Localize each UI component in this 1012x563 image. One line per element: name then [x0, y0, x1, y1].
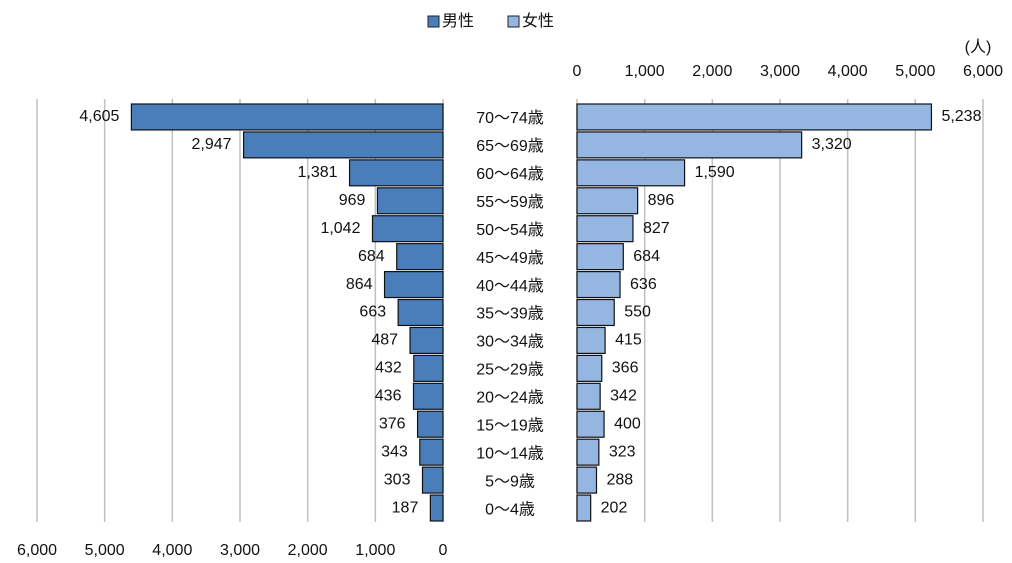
bar [576, 159, 686, 187]
bar [130, 103, 444, 131]
bar [576, 298, 615, 327]
bar [242, 131, 444, 159]
x-tick-label: 5,000 [85, 542, 125, 559]
category-label: 30〜34歳 [476, 333, 544, 351]
data-label: 3,320 [812, 136, 852, 153]
bar [576, 466, 598, 494]
x-tick-label: 2,000 [288, 542, 328, 559]
bar [576, 438, 600, 466]
x-tick-label: 0 [573, 63, 582, 80]
data-label: 487 [371, 332, 398, 349]
data-label: 415 [615, 332, 642, 349]
category-label: 45〜49歳 [476, 249, 544, 267]
data-label: 202 [601, 499, 628, 516]
category-label: 0〜4歳 [485, 500, 535, 518]
legend-label: 男性 [442, 12, 474, 30]
x-tick-label: 1,000 [355, 542, 395, 559]
bar [576, 131, 803, 159]
x-tick-label: 6,000 [963, 63, 1003, 80]
x-tick-label: 4,000 [828, 63, 868, 80]
category-label: 15〜19歳 [476, 416, 544, 434]
bar [576, 187, 639, 215]
data-label: 1,590 [695, 164, 735, 181]
category-label: 65〜69歳 [476, 137, 544, 155]
category-label: 20〜24歳 [476, 389, 544, 407]
bar [419, 438, 444, 466]
bar [576, 494, 592, 522]
bar [348, 159, 444, 187]
bar [416, 410, 444, 438]
bar [576, 382, 601, 410]
data-label: 2,947 [192, 136, 232, 153]
data-label: 436 [375, 388, 402, 405]
data-label: 303 [384, 471, 411, 488]
bar [383, 271, 444, 299]
bar [413, 354, 444, 382]
data-label: 288 [606, 471, 633, 488]
bar [576, 215, 634, 243]
x-tick-label: 4,000 [152, 542, 192, 559]
category-label: 70〜74歳 [476, 109, 544, 127]
bar [397, 298, 444, 327]
data-label: 400 [614, 415, 641, 432]
data-label: 5,238 [941, 108, 981, 125]
x-tick-label: 1,000 [625, 63, 665, 80]
data-label: 323 [609, 443, 636, 460]
bar [429, 494, 444, 522]
x-tick-label: 0 [439, 542, 448, 559]
x-tick-label: 3,000 [220, 542, 260, 559]
category-label: 40〜44歳 [476, 277, 544, 295]
category-label: 35〜39歳 [476, 305, 544, 323]
data-label: 827 [643, 220, 670, 237]
bar [576, 271, 621, 299]
bar [371, 215, 444, 243]
data-label: 366 [612, 360, 639, 377]
category-label: 25〜29歳 [476, 361, 544, 379]
bar [576, 243, 624, 271]
legend-label: 女性 [522, 11, 554, 30]
x-tick-label: 3,000 [760, 63, 800, 80]
x-tick-label: 5,000 [895, 63, 935, 80]
legend-swatch [427, 15, 440, 28]
data-label: 343 [381, 443, 408, 460]
x-tick-label: 6,000 [17, 542, 57, 559]
data-label: 864 [346, 276, 373, 293]
bar [576, 326, 606, 355]
category-label: 50〜54歳 [476, 221, 544, 239]
legend-swatch [507, 15, 520, 28]
bar [576, 103, 933, 131]
data-label: 663 [359, 304, 386, 321]
category-label: 10〜14歳 [476, 444, 544, 462]
data-label: 187 [392, 499, 419, 516]
bar [421, 466, 444, 494]
data-label: 1,042 [320, 220, 360, 237]
data-label: 636 [630, 276, 657, 293]
x-tick-label: 2,000 [692, 63, 732, 80]
category-label: 55〜59歳 [476, 193, 544, 211]
bar [396, 243, 444, 271]
bar [576, 410, 605, 438]
data-label: 342 [610, 388, 637, 405]
bar [409, 326, 444, 355]
data-label: 4,605 [79, 108, 119, 125]
bar [576, 354, 603, 382]
data-label: 550 [624, 304, 651, 321]
bar [376, 187, 444, 215]
data-label: 684 [633, 248, 660, 265]
data-label: 432 [375, 360, 402, 377]
data-label: 969 [339, 192, 366, 209]
data-label: 1,381 [298, 164, 338, 181]
unit-label: (人) [965, 38, 992, 56]
data-label: 896 [648, 192, 675, 209]
data-label: 376 [379, 415, 406, 432]
bar [412, 382, 444, 410]
data-label: 684 [358, 248, 385, 265]
category-label: 5〜9歳 [485, 472, 535, 490]
category-label: 60〜64歳 [476, 165, 544, 183]
